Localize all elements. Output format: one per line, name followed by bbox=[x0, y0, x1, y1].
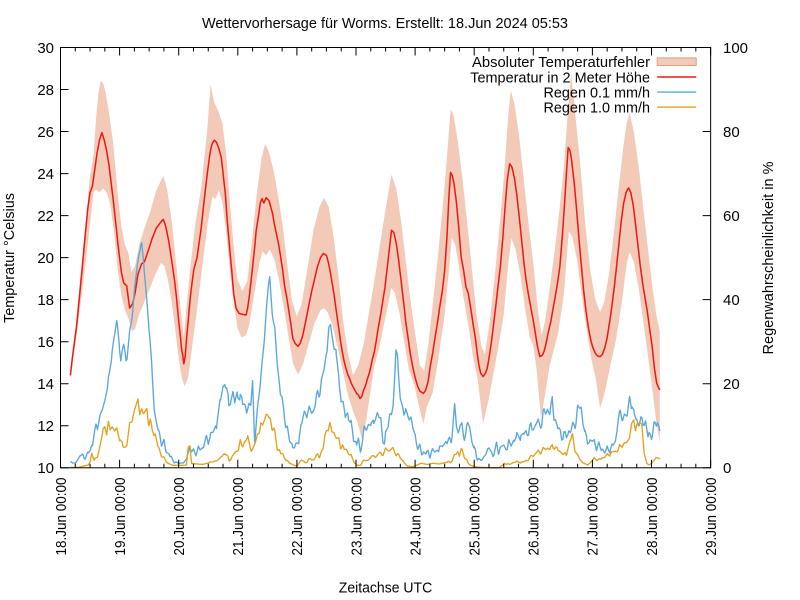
svg-text:19.Jun 00:00: 19.Jun 00:00 bbox=[112, 478, 129, 556]
svg-text:18.Jun 00:00: 18.Jun 00:00 bbox=[53, 478, 70, 556]
svg-text:24.Jun 00:00: 24.Jun 00:00 bbox=[407, 478, 424, 556]
svg-text:22: 22 bbox=[37, 208, 54, 225]
svg-text:Wettervorhersage für Worms. Er: Wettervorhersage für Worms. Erstellt: 18… bbox=[202, 15, 568, 32]
svg-text:10: 10 bbox=[37, 460, 54, 477]
svg-text:20: 20 bbox=[723, 376, 740, 393]
svg-text:Temperatur in 2 Meter Höhe: Temperatur in 2 Meter Höhe bbox=[470, 69, 650, 86]
svg-text:14: 14 bbox=[37, 376, 54, 393]
svg-text:21.Jun 00:00: 21.Jun 00:00 bbox=[230, 478, 247, 556]
svg-text:28: 28 bbox=[37, 82, 54, 99]
svg-text:Regenwahrscheinlichkeit in %: Regenwahrscheinlichkeit in % bbox=[760, 162, 777, 355]
svg-text:20: 20 bbox=[37, 250, 54, 267]
svg-text:18: 18 bbox=[37, 292, 54, 309]
svg-text:20.Jun 00:00: 20.Jun 00:00 bbox=[171, 478, 188, 556]
svg-text:26: 26 bbox=[37, 124, 54, 141]
svg-text:100: 100 bbox=[723, 40, 748, 57]
svg-text:22.Jun 00:00: 22.Jun 00:00 bbox=[289, 478, 306, 556]
svg-text:0: 0 bbox=[723, 460, 731, 477]
svg-text:24: 24 bbox=[37, 166, 54, 183]
svg-text:60: 60 bbox=[723, 208, 740, 225]
svg-text:27.Jun 00:00: 27.Jun 00:00 bbox=[585, 478, 602, 556]
svg-text:Zeitachse UTC: Zeitachse UTC bbox=[339, 580, 433, 597]
svg-text:26.Jun 00:00: 26.Jun 00:00 bbox=[526, 478, 543, 556]
svg-text:Regen 1.0 mm/h: Regen 1.0 mm/h bbox=[544, 100, 651, 117]
svg-text:25.Jun 00:00: 25.Jun 00:00 bbox=[466, 478, 483, 556]
svg-text:29.Jun 00:00: 29.Jun 00:00 bbox=[703, 478, 720, 556]
svg-text:16: 16 bbox=[37, 334, 54, 351]
svg-text:30: 30 bbox=[37, 40, 54, 57]
svg-text:40: 40 bbox=[723, 292, 740, 309]
svg-text:Regen 0.1 mm/h: Regen 0.1 mm/h bbox=[544, 85, 651, 102]
svg-text:80: 80 bbox=[723, 124, 740, 141]
svg-text:28.Jun 00:00: 28.Jun 00:00 bbox=[644, 478, 661, 556]
svg-text:Absoluter Temperaturfehler: Absoluter Temperaturfehler bbox=[472, 54, 650, 71]
svg-text:12: 12 bbox=[37, 418, 54, 435]
svg-text:Temperatur °Celsius: Temperatur °Celsius bbox=[1, 193, 18, 323]
svg-text:23.Jun 00:00: 23.Jun 00:00 bbox=[348, 478, 365, 556]
